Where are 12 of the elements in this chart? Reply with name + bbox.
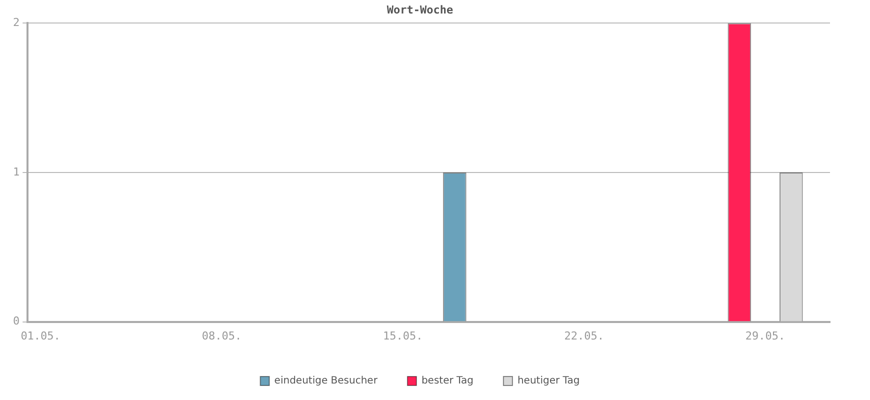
legend-label: eindeutige Besucher bbox=[274, 376, 378, 387]
legend-label: heutiger Tag bbox=[517, 376, 580, 387]
x-tick-label: 08.05. bbox=[202, 329, 242, 342]
y-tick-label: 0 bbox=[13, 314, 20, 328]
y-tick-label: 1 bbox=[13, 165, 20, 178]
x-tick-label: 29.05. bbox=[745, 329, 786, 342]
chart-title: Wort-Woche bbox=[386, 3, 454, 16]
legend-label: bester Tag bbox=[421, 376, 474, 387]
y-tick-label: 2 bbox=[13, 16, 20, 30]
x-tick-label: 01.05. bbox=[20, 329, 60, 342]
x-tick-label: 22.05. bbox=[564, 329, 604, 342]
x-tick-label: 15.05. bbox=[383, 329, 423, 342]
